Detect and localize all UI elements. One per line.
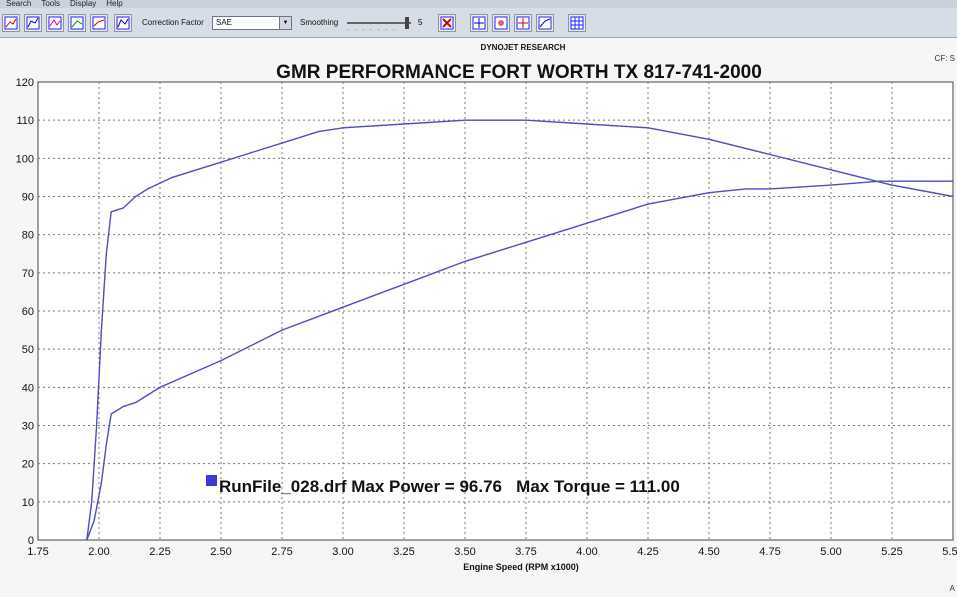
x-tick-label: 3.00 (332, 546, 353, 558)
plot-area (37, 81, 954, 541)
hand-icon-button[interactable] (492, 14, 510, 32)
x-axis-label: Engine Speed (RPM x1000) (463, 562, 579, 572)
series-line-1 (86, 119, 954, 541)
x-axis-ticks: 1.75 2.00 2.25 2.50 2.75 3.00 3.25 3.50 3.75 4.00… (27, 546, 957, 558)
slider-ticks: ....... (347, 26, 401, 32)
menu-help[interactable]: Help (106, 0, 123, 8)
correction-factor-note: CF: S (934, 54, 955, 63)
correction-factor-select[interactable]: SAE ▼ (212, 16, 292, 30)
x-tick-label: 3.75 (515, 546, 536, 558)
chart-grid (37, 81, 954, 541)
correction-factor-value: SAE (216, 18, 233, 27)
chart-icon-button[interactable] (114, 14, 132, 32)
x-tick-label: 5.50 (942, 546, 957, 558)
smoothing-label: Smoothing (300, 18, 339, 27)
correction-factor-label: Correction Factor (142, 18, 204, 27)
smoothing-slider[interactable]: ....... (347, 17, 411, 32)
y-tick-label: 60 (22, 306, 34, 318)
chevron-down-icon[interactable]: ▼ (279, 17, 291, 29)
x-tick-label: 2.75 (271, 546, 292, 558)
smoothing-value: 5 (418, 18, 423, 27)
y-tick-label: 120 (16, 77, 34, 89)
x-tick-label: 4.25 (637, 546, 658, 558)
x-tick-label: 4.00 (576, 546, 597, 558)
y-tick-label: 10 (22, 497, 34, 509)
cursor-icon-button[interactable] (514, 14, 532, 32)
corner-label: A (949, 584, 955, 593)
chart-icon-button[interactable] (2, 14, 20, 32)
y-axis-ticks: 0 10 20 30 40 50 60 70 80 90 100 110 120 (16, 77, 34, 547)
slider-thumb[interactable] (405, 17, 409, 29)
chart-title: GMR PERFORMANCE FORT WORTH TX 817-741-20… (276, 62, 762, 83)
y-tick-label: 50 (22, 344, 34, 356)
toolbar: Correction Factor SAE ▼ Smoothing ......… (0, 8, 957, 38)
x-tick-label: 2.25 (149, 546, 170, 558)
chart-icon-button[interactable] (24, 14, 42, 32)
x-tick-label: 5.00 (820, 546, 841, 558)
y-tick-label: 40 (22, 382, 34, 394)
dyno-chart: DYNOJET RESEARCH GMR PERFORMANCE FORT WO… (16, 43, 957, 572)
chart-icon-button[interactable] (90, 14, 108, 32)
zoom-icon-button[interactable] (470, 14, 488, 32)
x-tick-label: 2.50 (210, 546, 231, 558)
chart-icon-button[interactable] (46, 14, 64, 32)
y-tick-label: 110 (16, 115, 34, 127)
menu-search[interactable]: Search (6, 0, 32, 8)
chart-series (86, 119, 954, 541)
chart-icon-button[interactable] (536, 14, 554, 32)
close-chart-button[interactable] (438, 14, 456, 32)
chart-icon-button[interactable] (68, 14, 86, 32)
x-tick-label: 2.00 (88, 546, 109, 558)
y-tick-label: 20 (22, 459, 34, 471)
series-line-2 (86, 180, 953, 541)
legend-text: RunFile_028.drf Max Power = 96.76 Max To… (219, 477, 680, 496)
grid-icon-button[interactable] (568, 14, 586, 32)
menu-bar: Search Tools Display Help (0, 0, 957, 8)
y-tick-label: 90 (22, 192, 34, 204)
x-tick-label: 3.25 (393, 546, 414, 558)
y-tick-label: 100 (16, 153, 34, 165)
chart-header: DYNOJET RESEARCH (481, 43, 566, 52)
legend-swatch (206, 475, 217, 486)
menu-tools[interactable]: Tools (41, 0, 61, 8)
slider-track (347, 22, 411, 24)
x-tick-label: 1.75 (27, 546, 48, 558)
y-tick-label: 80 (22, 230, 34, 242)
x-tick-label: 4.75 (759, 546, 780, 558)
x-tick-label: 3.50 (454, 546, 475, 558)
x-tick-label: 4.50 (698, 546, 719, 558)
menu-display[interactable]: Display (70, 0, 97, 8)
y-tick-label: 70 (22, 268, 34, 280)
x-tick-label: 5.25 (881, 546, 902, 558)
y-tick-label: 30 (22, 421, 34, 433)
y-tick-label: 0 (28, 535, 34, 547)
